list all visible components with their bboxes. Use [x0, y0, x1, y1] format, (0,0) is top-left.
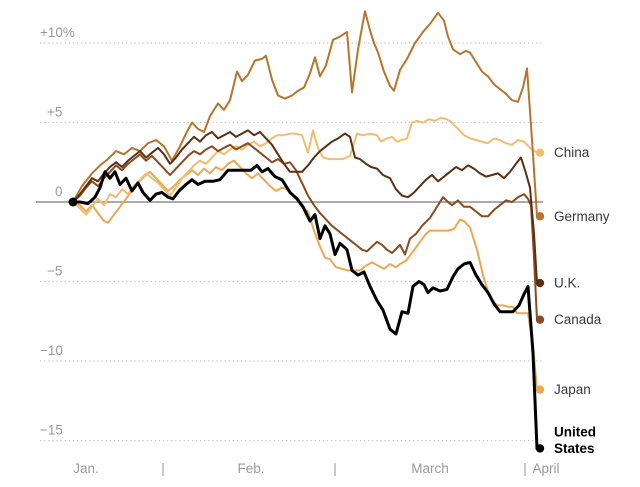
- series-line-germany: [72, 10, 538, 218]
- end-dot-canada: [535, 315, 545, 324]
- end-dot-united-states: [535, 444, 545, 453]
- y-tick-label: −5: [47, 264, 62, 279]
- series-line-u-k-: [72, 129, 538, 285]
- series-line-japan: [72, 159, 538, 391]
- start-dot: [68, 197, 78, 207]
- y-tick-label: −15: [40, 423, 63, 438]
- x-month-separator: |: [333, 461, 337, 476]
- x-month-separator: |: [523, 461, 527, 476]
- series-label-germany: Germany: [554, 209, 610, 224]
- x-month-label: March: [411, 461, 449, 476]
- series-label-japan: Japan: [554, 382, 591, 397]
- end-dot-germany: [535, 212, 545, 221]
- series-line-canada: [72, 142, 538, 321]
- y-tick-label: 0: [55, 184, 63, 199]
- x-month-label: April: [532, 461, 559, 476]
- end-dot-china: [535, 148, 545, 157]
- series-label-united-states: States: [554, 441, 595, 456]
- series-label-united-states: United: [554, 424, 596, 439]
- series-line-china: [72, 116, 538, 216]
- end-dot-japan: [535, 385, 545, 394]
- y-tick-label: −10: [40, 343, 63, 358]
- x-month-label: Feb.: [237, 461, 264, 476]
- end-dot-u-k-: [535, 278, 545, 288]
- series-label-u-k-: U.K.: [554, 276, 580, 291]
- series-label-china: China: [554, 145, 590, 160]
- series-label-canada: Canada: [554, 312, 602, 327]
- x-month-label: Jan.: [73, 461, 99, 476]
- y-tick-label: +10%: [40, 25, 75, 40]
- series-line-united-states: [71, 163, 539, 450]
- y-tick-label: +5: [47, 105, 62, 120]
- x-month-separator: |: [161, 461, 165, 476]
